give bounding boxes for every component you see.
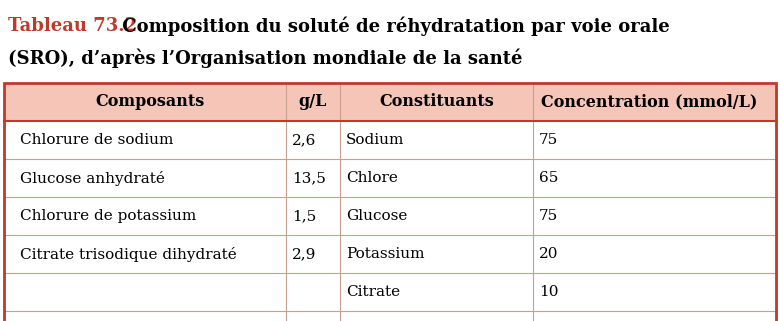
Text: Composition du soluté de réhydratation par voie orale: Composition du soluté de réhydratation p… bbox=[116, 16, 670, 36]
Text: 1,5: 1,5 bbox=[292, 209, 316, 223]
Text: 10: 10 bbox=[539, 285, 558, 299]
Text: 75: 75 bbox=[539, 133, 558, 147]
Text: 65: 65 bbox=[539, 171, 558, 185]
Text: Chlore: Chlore bbox=[346, 171, 398, 185]
Text: 13,5: 13,5 bbox=[292, 171, 326, 185]
Text: 75: 75 bbox=[539, 209, 558, 223]
Bar bbox=[4, 83, 776, 321]
Text: 2,6: 2,6 bbox=[292, 133, 316, 147]
Text: Citrate trisodique dihydraté: Citrate trisodique dihydraté bbox=[20, 247, 237, 262]
Text: Composants: Composants bbox=[95, 93, 204, 110]
Text: Chlorure de potassium: Chlorure de potassium bbox=[20, 209, 197, 223]
Text: g/L: g/L bbox=[299, 93, 327, 110]
Text: Sodium: Sodium bbox=[346, 133, 404, 147]
Text: 2,9: 2,9 bbox=[292, 247, 316, 261]
Text: Glucose: Glucose bbox=[346, 209, 407, 223]
Text: Glucose anhydraté: Glucose anhydraté bbox=[20, 170, 165, 186]
Text: Potassium: Potassium bbox=[346, 247, 424, 261]
Text: 20: 20 bbox=[539, 247, 558, 261]
Text: Citrate: Citrate bbox=[346, 285, 400, 299]
Text: Constituants: Constituants bbox=[379, 93, 494, 110]
Bar bbox=[4, 83, 776, 121]
Text: Concentration (mmol/L): Concentration (mmol/L) bbox=[541, 93, 757, 110]
Text: Tableau 73.2.: Tableau 73.2. bbox=[8, 17, 144, 35]
Text: Chlorure de sodium: Chlorure de sodium bbox=[20, 133, 173, 147]
Text: (SRO), d’après l’Organisation mondiale de la santé: (SRO), d’après l’Organisation mondiale d… bbox=[8, 48, 523, 68]
